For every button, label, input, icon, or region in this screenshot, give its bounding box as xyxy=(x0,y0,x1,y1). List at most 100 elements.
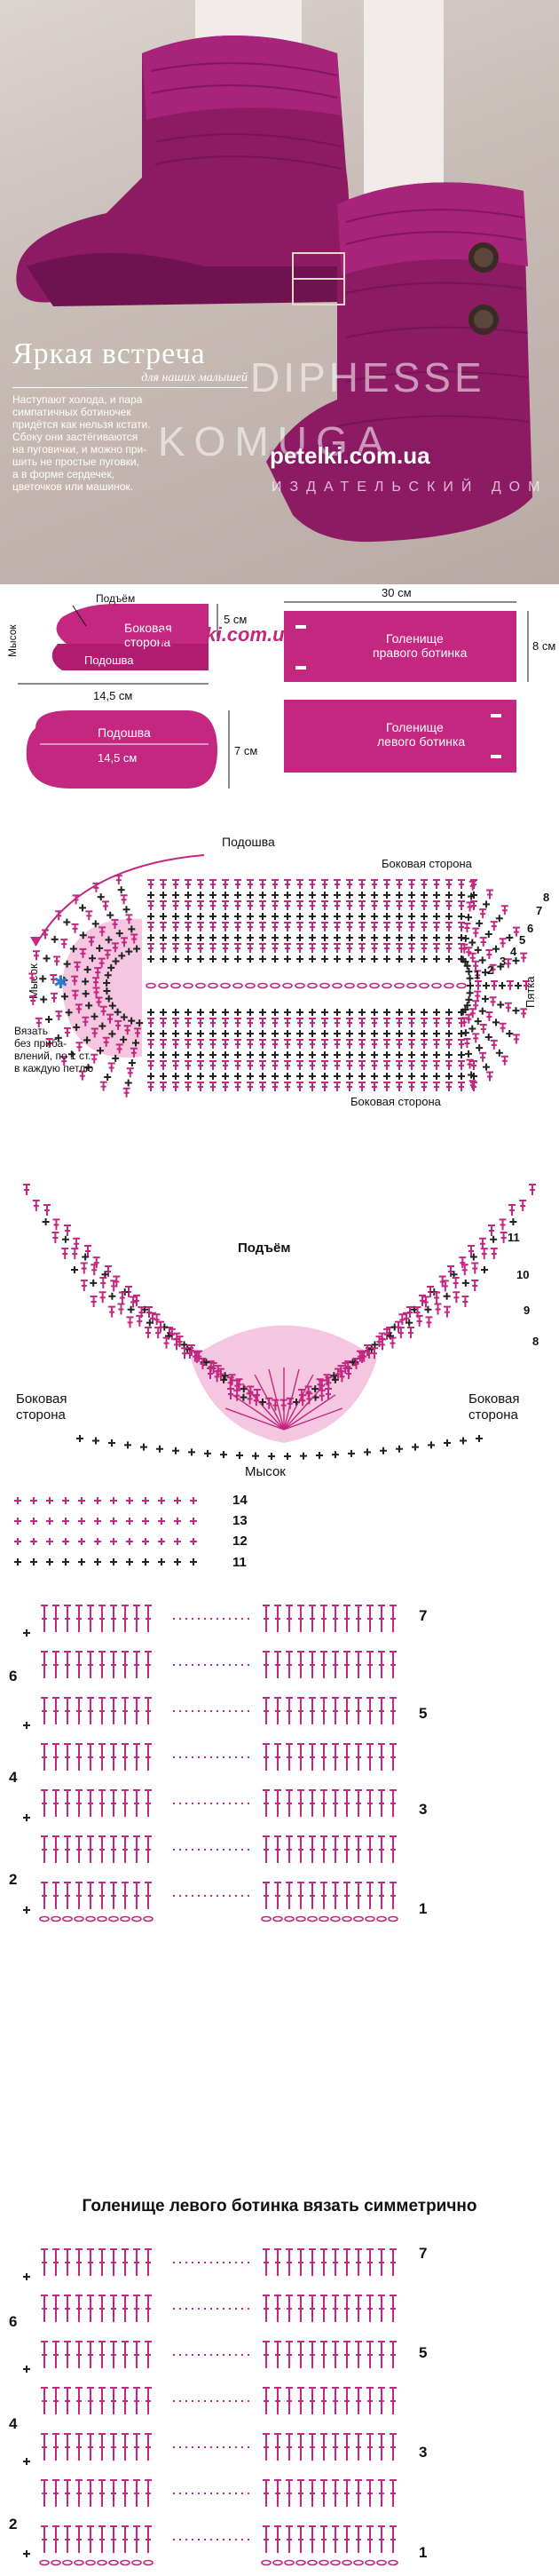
dc-stitch xyxy=(274,1697,281,1724)
dc-stitch xyxy=(41,2248,48,2276)
dc-stitch xyxy=(390,2295,397,2322)
dc-stitch xyxy=(332,1835,339,1863)
sc-stitch xyxy=(334,955,341,963)
dc-stitch xyxy=(342,1361,350,1374)
dc-stitch xyxy=(234,900,241,910)
dc-stitch xyxy=(445,1082,453,1091)
sc-stitch xyxy=(259,1399,266,1406)
dc-stitch xyxy=(343,2295,350,2322)
upper-piece-shape xyxy=(56,604,209,644)
dc-stitch xyxy=(466,901,474,912)
sc-stitch xyxy=(185,1009,192,1016)
dc-stitch xyxy=(160,1060,167,1070)
sc-stitch xyxy=(23,2366,30,2373)
dc-stitch xyxy=(421,1060,428,1070)
sc-stitch xyxy=(136,1019,144,1027)
left-cuff-shape xyxy=(284,700,516,773)
sc-stitch xyxy=(128,1059,136,1067)
sc-stitch xyxy=(103,987,111,995)
dc-stitch xyxy=(445,922,453,931)
dc-stitch xyxy=(53,955,61,966)
chain-stitch xyxy=(51,1915,61,1922)
dc-stitch xyxy=(145,2248,152,2276)
sc-stitch xyxy=(222,913,229,920)
dc-stitch xyxy=(375,1336,383,1348)
dc-stitch xyxy=(343,2433,350,2461)
sc-stitch xyxy=(463,1002,471,1010)
dc-stitch xyxy=(358,1082,366,1091)
sc-stitch xyxy=(147,913,154,920)
dc-stitch xyxy=(64,2525,71,2553)
dc-stitch xyxy=(458,1039,465,1049)
dc-stitch xyxy=(389,1336,397,1349)
sc-stitch xyxy=(321,892,328,899)
dc-stitch xyxy=(286,2525,293,2553)
dc-stitch xyxy=(468,880,476,891)
sc-stitch xyxy=(421,1030,428,1037)
dc-stitch xyxy=(263,2433,270,2461)
dc-stitch xyxy=(284,900,291,910)
dc-stitch xyxy=(286,1789,293,1817)
site-watermark: petelki.com.ua xyxy=(159,623,295,646)
chain-stitch xyxy=(270,982,280,989)
sole-shape xyxy=(26,710,218,789)
sc-stitch xyxy=(284,1009,291,1016)
dc-stitch xyxy=(415,1314,423,1327)
dc-stitch xyxy=(488,1225,495,1236)
sc-stitch xyxy=(147,1073,154,1080)
sc-stitch xyxy=(69,945,77,953)
sc-stitch xyxy=(371,892,378,899)
dc-stitch xyxy=(122,1651,129,1678)
dc-stitch xyxy=(297,2387,304,2414)
dc-stitch xyxy=(133,2387,140,2414)
dc-stitch xyxy=(346,1082,353,1091)
dc-stitch xyxy=(52,1882,59,1909)
sc-stitch xyxy=(104,971,112,979)
dc-stitch xyxy=(358,1039,366,1049)
sc-stitch xyxy=(309,1073,316,1080)
sc-stitch xyxy=(332,1451,339,1459)
dc-stitch xyxy=(479,1051,487,1062)
buttonhole xyxy=(491,714,501,717)
sc-stitch xyxy=(240,1385,248,1393)
sole-chart-title: Подошва xyxy=(222,835,275,849)
dim-8-label: 8 см xyxy=(532,639,555,653)
fan-line xyxy=(283,1407,343,1431)
chain-stitch xyxy=(365,2559,375,2566)
dc-stitch xyxy=(463,1037,471,1048)
sc-stitch xyxy=(120,1013,128,1021)
sc-stitch xyxy=(272,892,279,899)
toe-chart: Подъём Боковая сторона Боковая сторона М… xyxy=(16,1184,539,1479)
dc-stitch xyxy=(332,2479,339,2507)
dc-stitch xyxy=(64,2479,71,2507)
dc-stitch xyxy=(209,900,217,910)
sc-stitch xyxy=(126,1538,133,1545)
dc-stitch xyxy=(147,1082,154,1091)
sc-stitch xyxy=(458,1051,465,1058)
dc-stitch xyxy=(272,1039,279,1049)
row-number: 2 xyxy=(9,1871,17,1888)
dc-stitch xyxy=(98,2341,106,2368)
dc-stitch xyxy=(355,2295,362,2322)
sc-stitch xyxy=(445,934,453,941)
chain-stitch xyxy=(357,982,367,989)
sc-stitch xyxy=(272,955,279,963)
dc-stitch xyxy=(154,1327,162,1339)
brand-watermark-1: DIPHESSE xyxy=(250,354,485,400)
sc-stitch xyxy=(476,1435,483,1442)
pattern-schematics: Боковая сторона Подошва Подъём Мысок 5 с… xyxy=(6,586,555,789)
toe-label: Мысок xyxy=(6,624,19,657)
dc-stitch xyxy=(433,943,440,953)
text-line: цветочков или машинок. xyxy=(12,480,134,493)
dc-stitch xyxy=(52,1743,59,1771)
dc-stitch xyxy=(500,1232,508,1243)
dc-stitch xyxy=(478,1237,486,1249)
sc-stitch xyxy=(478,1007,486,1015)
dc-stitch xyxy=(378,1605,385,1632)
dc-stitch xyxy=(309,1039,316,1049)
dc-stitch xyxy=(199,1357,207,1369)
sc-stitch xyxy=(371,1073,378,1080)
chain-stitch xyxy=(143,2559,154,2566)
dc-stitch xyxy=(87,2479,94,2507)
dc-stitch xyxy=(122,2433,129,2461)
